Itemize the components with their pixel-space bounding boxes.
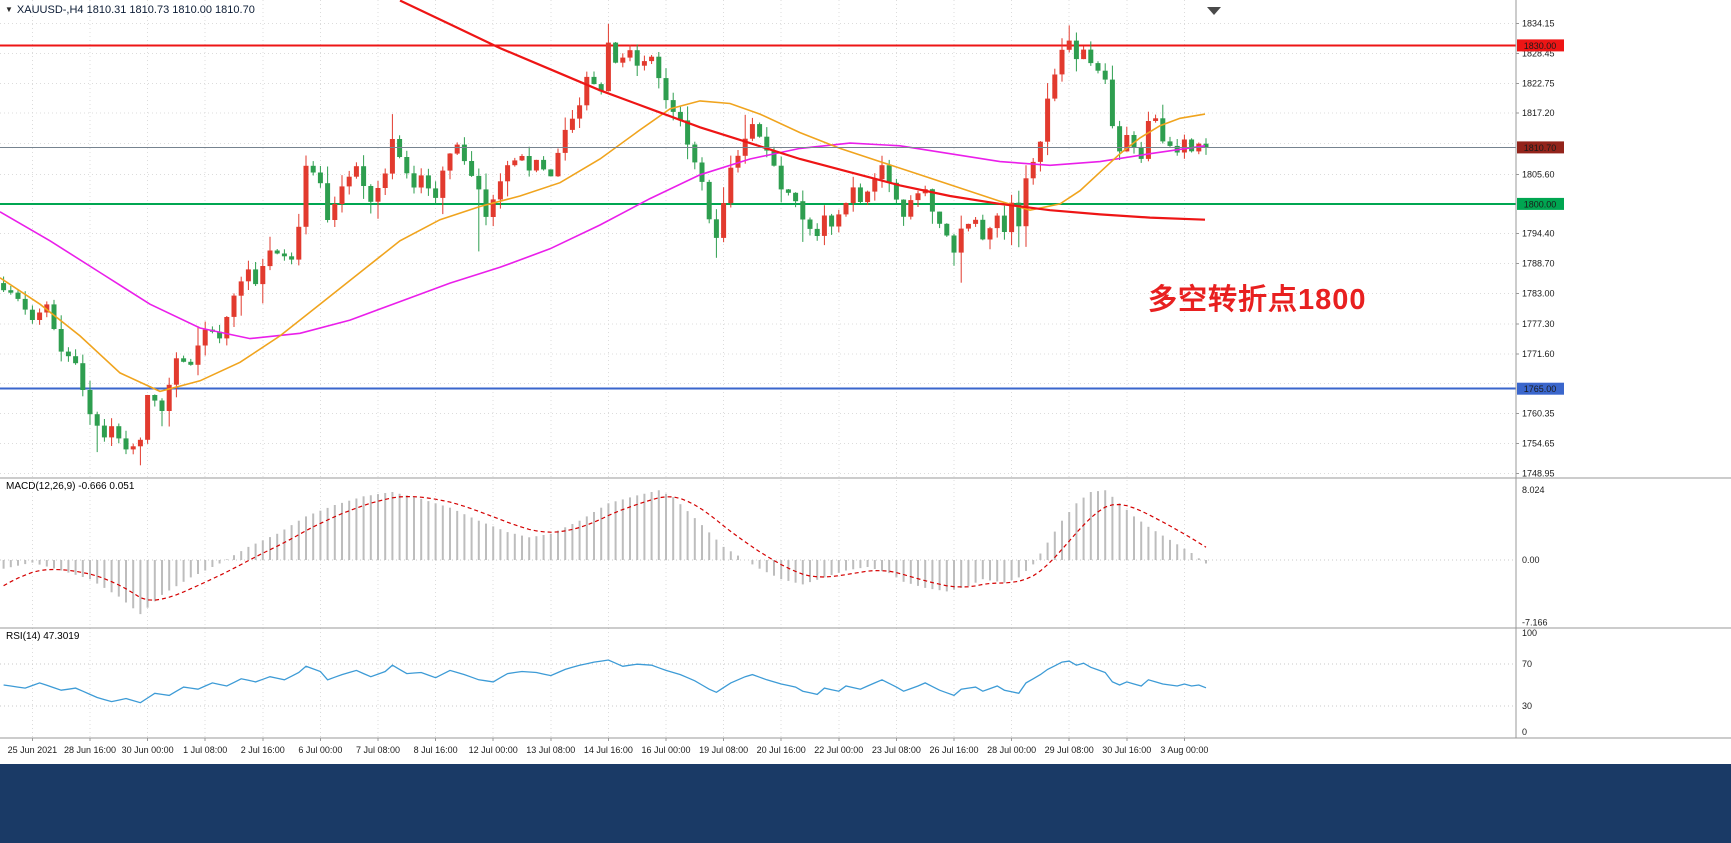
candles-layer (1, 23, 1209, 466)
svg-text:1754.65: 1754.65 (1522, 438, 1555, 448)
svg-text:1748.95: 1748.95 (1522, 469, 1555, 479)
svg-text:0.00: 0.00 (1522, 555, 1540, 565)
price-tag-1765.00: 1765.00 (1517, 382, 1564, 395)
svg-text:1777.30: 1777.30 (1522, 319, 1555, 329)
separators-layer (0, 0, 1731, 739)
svg-text:-7.166: -7.166 (1522, 618, 1548, 628)
svg-text:13 Jul 08:00: 13 Jul 08:00 (526, 745, 575, 755)
time-axis-labels: 25 Jun 2021 28 Jun 16:00 30 Jun 00:00 1 Jul… (8, 738, 1208, 755)
svg-text:30 Jul 16:00: 30 Jul 16:00 (1102, 745, 1151, 755)
ma-orange-line (0, 100, 1206, 393)
svg-text:28 Jun 16:00: 28 Jun 16:00 (64, 745, 116, 755)
svg-text:1805.60: 1805.60 (1522, 169, 1555, 179)
svg-text:1828.45: 1828.45 (1522, 49, 1555, 59)
svg-text:7 Jul 08:00: 7 Jul 08:00 (356, 745, 400, 755)
svg-text:1 Jul 08:00: 1 Jul 08:00 (183, 745, 227, 755)
svg-text:1822.75: 1822.75 (1522, 79, 1555, 89)
price-tag-1800.00: 1800.00 (1517, 197, 1564, 210)
ma-magenta-line (0, 142, 1206, 340)
rsi-panel (0, 659, 1516, 707)
symbol-ohlc-text: XAUUSD-,H4 1810.31 1810.73 1810.00 1810.… (16, 4, 255, 16)
svg-text:28 Jul 00:00: 28 Jul 00:00 (987, 745, 1036, 755)
macd-indicator-label: MACD(12,26,9) -0.666 0.051 (6, 481, 135, 492)
svg-text:1830.00: 1830.00 (1524, 41, 1557, 51)
svg-text:0: 0 (1522, 727, 1527, 737)
chart-canvas[interactable]: 1834.15 1828.45 1822.75 1817.20 1805.60 1794.… (0, 0, 1731, 764)
svg-text:6 Jul 00:00: 6 Jul 00:00 (298, 745, 342, 755)
svg-text:26 Jul 16:00: 26 Jul 16:00 (929, 745, 978, 755)
symbol-dropdown-icon[interactable]: ▼ (5, 5, 13, 14)
svg-text:20 Jul 16:00: 20 Jul 16:00 (757, 745, 806, 755)
svg-text:1760.35: 1760.35 (1522, 408, 1555, 418)
svg-text:12 Jul 00:00: 12 Jul 00:00 (469, 745, 518, 755)
svg-text:1817.20: 1817.20 (1522, 108, 1555, 118)
price-scale-labels: 1834.15 1828.45 1822.75 1817.20 1805.60 1794.… (1516, 19, 1555, 479)
svg-text:30: 30 (1522, 701, 1532, 711)
svg-text:8 Jul 16:00: 8 Jul 16:00 (414, 745, 458, 755)
svg-text:2 Jul 16:00: 2 Jul 16:00 (241, 745, 285, 755)
macd-signal-line (3, 495, 1207, 601)
svg-text:1800.00: 1800.00 (1524, 199, 1557, 209)
rsi-line (3, 659, 1207, 704)
svg-text:100: 100 (1522, 628, 1537, 638)
svg-text:1810.70: 1810.70 (1524, 143, 1557, 153)
svg-text:1794.40: 1794.40 (1522, 229, 1555, 239)
svg-text:30 Jun 00:00: 30 Jun 00:00 (122, 745, 174, 755)
macd-panel (0, 490, 1516, 615)
price-tag-1830.00: 1830.00 (1517, 39, 1564, 52)
svg-text:14 Jul 16:00: 14 Jul 16:00 (584, 745, 633, 755)
svg-text:29 Jul 08:00: 29 Jul 08:00 (1045, 745, 1094, 755)
annotation-text: 多空转折点1800 (1148, 284, 1367, 316)
level-lines-layer (0, 44, 1516, 390)
price-grid-layer (0, 23, 1516, 474)
svg-text:1771.60: 1771.60 (1522, 349, 1555, 359)
svg-text:3 Aug 00:00: 3 Aug 00:00 (1160, 745, 1208, 755)
svg-text:70: 70 (1522, 659, 1532, 669)
current-price-tag: 1810.70 (1517, 141, 1564, 154)
chart-shift-marker-icon[interactable] (1207, 7, 1221, 15)
bottom-panel (0, 764, 1731, 843)
svg-text:1765.00: 1765.00 (1524, 384, 1557, 394)
svg-text:8.024: 8.024 (1522, 485, 1545, 495)
macd-histogram (2, 490, 1207, 615)
symbol-info: ▼ XAUUSD-,H4 1810.31 1810.73 1810.00 181… (5, 4, 255, 16)
svg-text:22 Jul 00:00: 22 Jul 00:00 (814, 745, 863, 755)
time-grid-layer (31, 0, 1185, 738)
svg-text:1788.70: 1788.70 (1522, 259, 1555, 269)
ma-red-line (399, 0, 1206, 221)
rsi-indicator-label: RSI(14) 47.3019 (6, 631, 80, 642)
svg-text:23 Jul 08:00: 23 Jul 08:00 (872, 745, 921, 755)
svg-text:1834.15: 1834.15 (1522, 19, 1555, 29)
svg-text:16 Jul 00:00: 16 Jul 00:00 (641, 745, 690, 755)
svg-text:25 Jun 2021: 25 Jun 2021 (8, 745, 58, 755)
svg-text:19 Jul 08:00: 19 Jul 08:00 (699, 745, 748, 755)
svg-text:1783.00: 1783.00 (1522, 289, 1555, 299)
